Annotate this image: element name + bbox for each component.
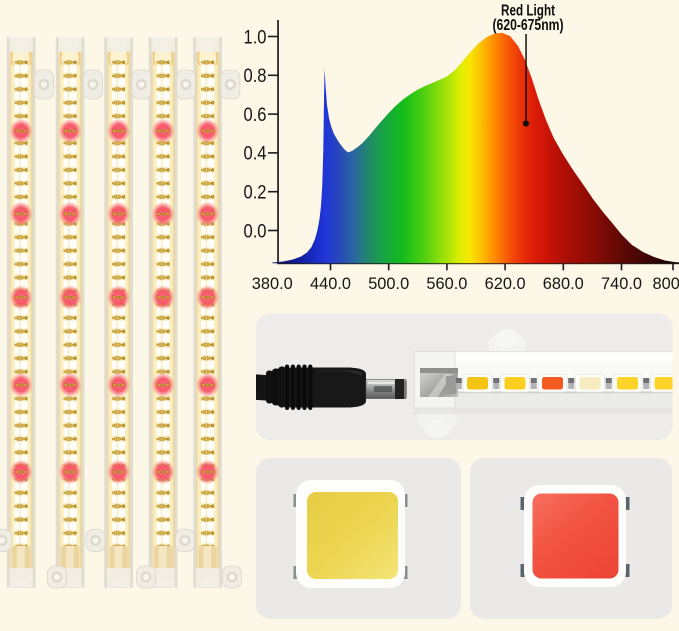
svg-text:380.0: 380.0 xyxy=(252,275,293,293)
svg-text:560.0: 560.0 xyxy=(426,275,467,293)
svg-text:0.0: 0.0 xyxy=(244,221,267,242)
svg-text:0.4: 0.4 xyxy=(244,144,267,165)
svg-text:0.2: 0.2 xyxy=(244,183,267,204)
svg-text:740.0: 740.0 xyxy=(601,275,642,293)
svg-text:620.0: 620.0 xyxy=(485,275,526,293)
svg-text:(620-675nm): (620-675nm) xyxy=(493,17,564,34)
svg-text:0.8: 0.8 xyxy=(244,66,267,87)
svg-text:440.0: 440.0 xyxy=(310,275,351,293)
svg-text:680.0: 680.0 xyxy=(543,275,584,293)
svg-text:500.0: 500.0 xyxy=(368,275,409,293)
svg-text:800.0: 800.0 xyxy=(653,275,679,293)
svg-text:1.0: 1.0 xyxy=(244,27,267,48)
svg-text:0.6: 0.6 xyxy=(244,105,267,126)
